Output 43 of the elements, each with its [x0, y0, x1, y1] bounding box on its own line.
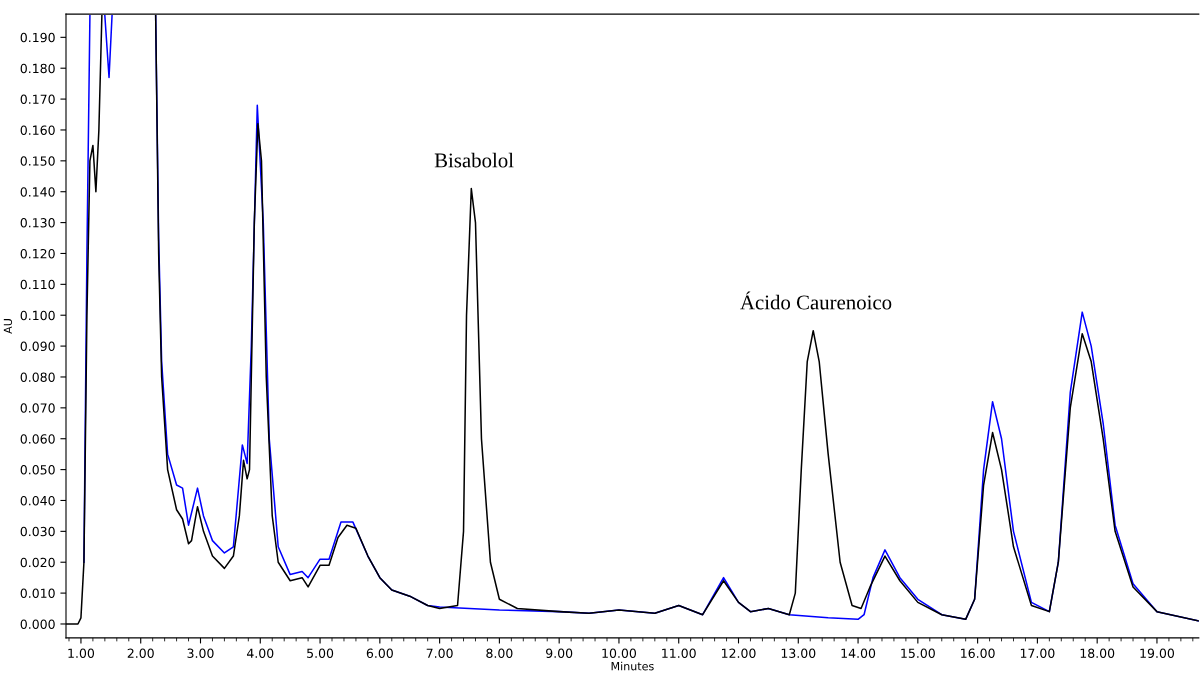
annotation: Ácido Caurenoico	[740, 291, 892, 310]
x-tick-label: 5.00	[307, 648, 334, 658]
y-tick-label: 0.160	[20, 125, 55, 135]
y-tick-label: 0.170	[20, 94, 55, 105]
x-tick-label: 15.00	[901, 648, 935, 658]
x-tick-label: 1.00	[68, 648, 95, 658]
x-tick-label: 9.00	[546, 648, 573, 658]
y-tick-label: 0.120	[20, 248, 55, 259]
x-tick-label: 19.00	[1140, 648, 1175, 658]
y-tick-label: 0.080	[20, 372, 55, 382]
y-tick-label: 0.090	[20, 341, 55, 352]
y-tick-label: 0.060	[20, 434, 55, 444]
x-tick-label: 17.00	[1020, 648, 1055, 658]
x-tick-label: 6.00	[366, 648, 393, 658]
x-tick-label: 4.00	[246, 648, 274, 658]
y-tick-label: 0.020	[20, 557, 55, 568]
y-tick-label: 0.190	[20, 32, 55, 43]
x-tick-label: 14.00	[841, 648, 876, 658]
x-tick-label: 2.00	[127, 648, 154, 658]
x-tick-label: 13.00	[781, 648, 816, 658]
y-tick-label: 0.140	[20, 187, 55, 197]
x-tick-label: 18.00	[1080, 648, 1115, 658]
x-axis-title: Minutes	[611, 661, 654, 671]
y-tick-label: 0.010	[20, 588, 55, 599]
y-tick-label: 0.030	[20, 526, 55, 537]
y-tick-label: 0.130	[20, 218, 55, 228]
y-tick-label: 0.070	[20, 403, 55, 413]
x-tick-label: 3.00	[187, 648, 214, 658]
y-tick-label: 0.110	[20, 279, 55, 290]
y-tick-label: 0.150	[20, 156, 55, 166]
x-tick-label: 8.00	[486, 648, 513, 658]
annotation: Bisabolol	[434, 152, 514, 168]
y-axis-title: AU	[3, 319, 13, 334]
y-tick-label: 0.000	[20, 619, 55, 629]
y-tick-label: 0.180	[20, 63, 55, 74]
x-tick-label: 16.00	[961, 648, 995, 658]
x-tick-label: 11.00	[662, 648, 696, 658]
y-tick-label: 0.100	[20, 310, 55, 321]
y-tick-label: 0.050	[20, 465, 55, 475]
x-tick-label: 12.00	[721, 648, 756, 658]
x-tick-label: 7.00	[426, 648, 453, 658]
x-tick-label: 10.00	[602, 648, 637, 658]
y-tick-label: 0.040	[20, 495, 55, 506]
